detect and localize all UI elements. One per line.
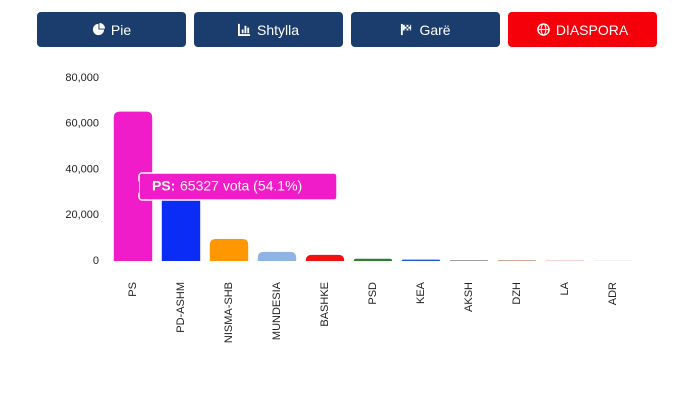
y-tick-label: 60,000	[65, 118, 99, 130]
x-tick-label: PD-ASHM	[175, 282, 187, 333]
globe-icon	[537, 23, 550, 36]
pie-icon	[92, 23, 105, 36]
x-tick-label: DZH	[511, 282, 523, 305]
tooltip-label: PS:	[152, 178, 175, 194]
bar-button[interactable]: Shtylla	[194, 12, 343, 47]
y-tick-label: 80,000	[65, 72, 99, 84]
x-tick-label: AKSH	[463, 282, 475, 312]
x-tick-label: ADR	[607, 282, 619, 305]
button-label: DIASPORA	[555, 21, 629, 38]
button-label: Shtylla	[256, 21, 300, 38]
tooltip: PS: 65327 vota (54.1%)	[131, 172, 338, 201]
bar-icon	[237, 23, 251, 36]
button-label: Pie	[110, 21, 132, 38]
bar	[305, 254, 345, 261]
x-tick-label: PS	[127, 282, 139, 297]
flag-icon	[401, 23, 412, 36]
x-tick-label: NISMA-SHB	[223, 282, 235, 343]
bar	[353, 258, 393, 261]
x-tick-label: LA	[559, 281, 571, 295]
bar	[161, 192, 201, 261]
tooltip-text: 65327 vota (54.1%)	[180, 178, 302, 194]
bar	[257, 251, 297, 261]
tooltip-pointer	[131, 181, 139, 193]
pie-button[interactable]: Pie	[37, 12, 186, 47]
bar	[449, 260, 489, 261]
x-tick-label: MUNDESIA	[271, 281, 283, 340]
x-tick-label: PSD	[367, 282, 379, 305]
x-tick-label: KEA	[415, 281, 427, 304]
diaspora-button[interactable]: DIASPORA	[508, 12, 657, 47]
y-tick-label: 20,000	[65, 209, 99, 221]
button-label: Garë	[419, 21, 451, 38]
bar	[209, 239, 249, 261]
race-button[interactable]: Garë	[351, 12, 500, 47]
bar	[401, 259, 441, 261]
y-tick-label: 0	[93, 255, 99, 267]
y-tick-label: 40,000	[65, 163, 99, 175]
x-tick-label: BASHKE	[319, 282, 331, 327]
